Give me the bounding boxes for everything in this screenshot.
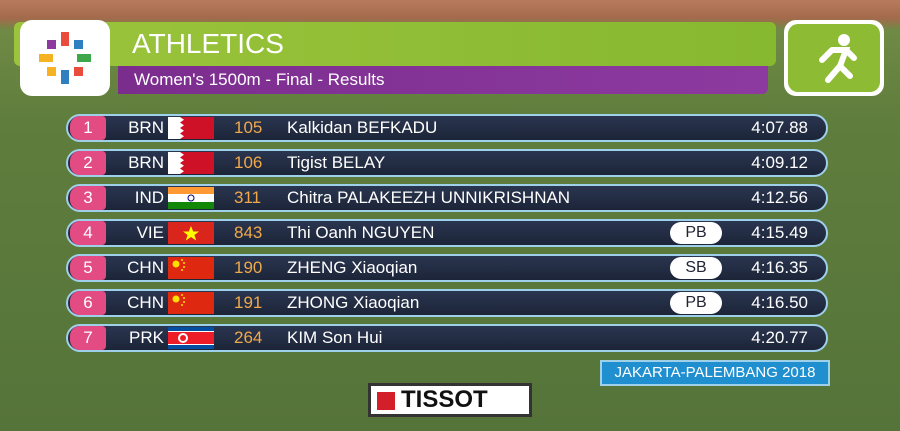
flag	[168, 187, 214, 209]
bib-number: 106	[234, 153, 263, 172]
result-row: 4 VIE 843 Thi Oanh NGUYEN PB 4:15.49	[66, 219, 828, 247]
flag	[168, 117, 214, 139]
header-bar	[14, 22, 776, 66]
result-row: 5 CHN 190 ZHENG Xiaoqian SB 4:16.35	[66, 254, 828, 282]
country-code: IND	[134, 188, 164, 207]
rank: 3	[70, 186, 106, 210]
athlete-name: Thi Oanh NGUYEN	[287, 223, 435, 242]
athlete-name: ZHENG Xiaoqian	[287, 258, 418, 277]
rank: 6	[70, 291, 106, 315]
country-code: PRK	[129, 328, 164, 347]
result-row: 2 BRN 106 Tigist BELAY 4:09.12	[66, 149, 828, 177]
sponsor-name: TISSOT	[401, 386, 488, 413]
country-code: BRN	[128, 118, 164, 137]
sport-icon	[784, 20, 884, 96]
bib-number: 191	[234, 293, 263, 312]
sponsor: TISSOT	[368, 383, 532, 417]
bib-number: 311	[234, 188, 262, 207]
result-time: 4:16.50	[751, 293, 808, 312]
result-row: 7 PRK 264 KIM Son Hui 4:20.77	[66, 324, 828, 352]
result-time: 4:16.35	[751, 258, 808, 277]
record-badge: PB	[670, 222, 722, 244]
athlete-name: Tigist BELAY	[287, 153, 386, 172]
subtitle: Women's 1500m - Final - Results	[134, 70, 385, 89]
result-time: 4:09.12	[751, 153, 808, 172]
rank: 2	[70, 151, 106, 175]
rank: 5	[70, 256, 106, 280]
result-row: 1 BRN 105 Kalkidan BEFKADU 4:07.88	[66, 114, 828, 142]
logo-icon	[39, 32, 91, 84]
bib-number: 190	[234, 258, 263, 277]
venue: JAKARTA-PALEMBANG 2018	[600, 360, 830, 386]
result-time: 4:15.49	[751, 223, 808, 242]
title: ATHLETICS	[132, 28, 284, 59]
athlete-name: KIM Son Hui	[287, 328, 383, 347]
rank: 7	[70, 326, 106, 350]
result-time: 4:20.77	[751, 328, 808, 347]
runner	[819, 34, 857, 83]
flag	[168, 292, 214, 314]
flag	[168, 327, 214, 349]
rank: 1	[70, 116, 106, 140]
result-row: 6 CHN 191 ZHONG Xiaoqian PB 4:16.50	[66, 289, 828, 317]
country-code: CHN	[127, 258, 164, 277]
result-time: 4:07.88	[751, 118, 808, 137]
flag	[168, 257, 214, 279]
result-row: 3 IND 311 Chitra PALAKEEZH UNNIKRISHNAN 4:12…	[66, 184, 828, 212]
bib-number: 105	[234, 118, 263, 137]
bib-number: 264	[234, 328, 263, 347]
subtitle-bar	[118, 66, 768, 94]
flag	[168, 152, 214, 174]
athlete-name: Chitra PALAKEEZH UNNIKRISHNAN	[287, 188, 571, 207]
record-badge: SB	[670, 257, 722, 279]
result-time: 4:12.56	[751, 188, 808, 207]
country-code: VIE	[136, 223, 164, 242]
flag	[168, 222, 214, 244]
athlete-name: ZHONG Xiaoqian	[287, 293, 420, 312]
athlete-name: Kalkidan BEFKADU	[287, 118, 438, 137]
country-code: BRN	[128, 153, 164, 172]
country-code: CHN	[127, 293, 164, 312]
record-badge: PB	[670, 292, 722, 314]
bib-number: 843	[234, 223, 263, 242]
games-logo	[20, 20, 110, 96]
rank: 4	[70, 221, 106, 245]
